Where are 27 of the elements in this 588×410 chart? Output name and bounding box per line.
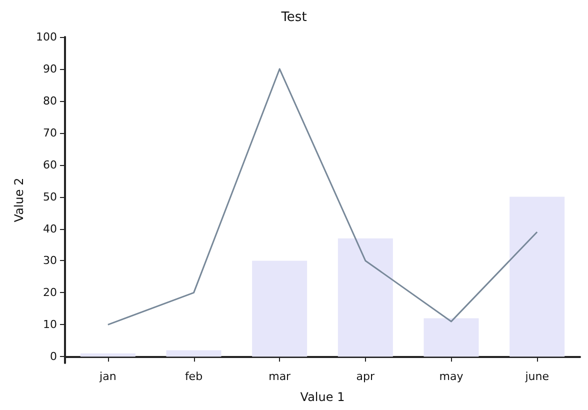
bar	[338, 238, 393, 357]
y-tick-label: 100	[36, 30, 57, 44]
y-tick-label: 60	[43, 158, 57, 172]
y-tick-label: 90	[43, 62, 57, 76]
bar	[510, 196, 565, 357]
y-axis-title: Value 2	[12, 178, 26, 222]
bar	[424, 318, 479, 357]
bar	[80, 353, 136, 357]
y-tick-label: 30	[43, 254, 57, 268]
bar	[252, 260, 308, 357]
y-tick-label: 0	[50, 350, 57, 364]
x-tick-label: feb	[184, 370, 203, 383]
y-tick-label: 50	[43, 190, 57, 204]
y-tick-label: 80	[43, 94, 57, 108]
y-tick-label: 40	[43, 222, 57, 236]
x-tick-label: jan	[98, 370, 116, 383]
x-tick-label: apr	[356, 370, 376, 383]
line-series	[107, 68, 538, 326]
y-tick-label: 10	[43, 318, 57, 332]
x-axis-title: Value 1	[300, 390, 345, 404]
y-tick-label: 20	[43, 286, 57, 300]
chart-title: Test	[280, 10, 307, 25]
bar	[166, 350, 222, 357]
y-tick-label: 70	[43, 126, 57, 140]
x-tick-label: mar	[268, 370, 292, 383]
x-tick-label: june	[524, 370, 550, 383]
x-tick-label: may	[439, 370, 464, 383]
